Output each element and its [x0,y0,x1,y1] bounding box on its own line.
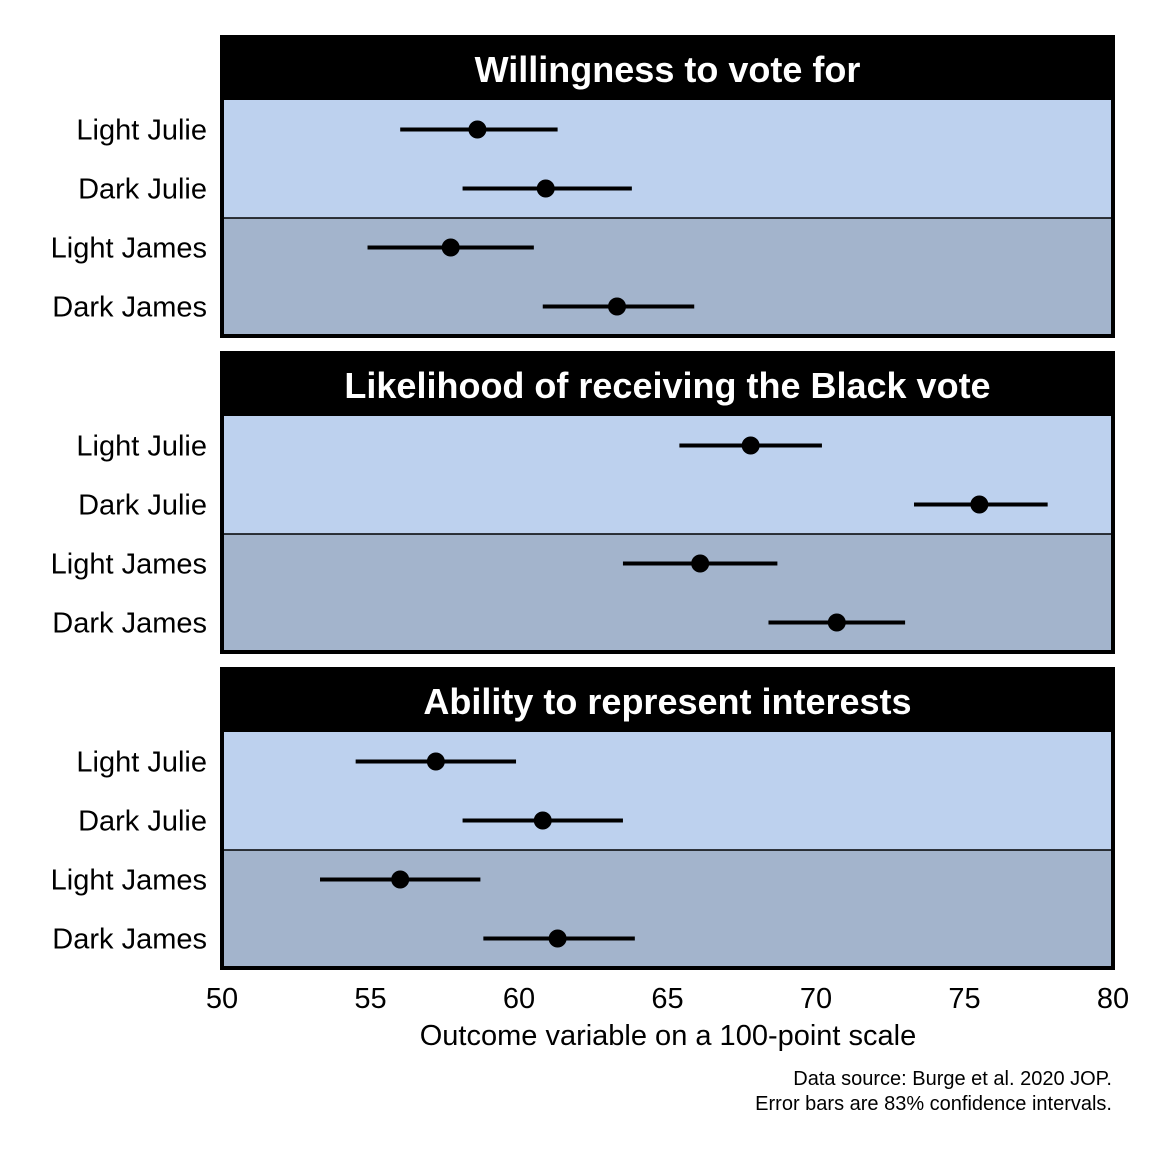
panel-3: Ability to represent interests Light Juli… [51,667,1115,970]
point-estimate [391,870,410,889]
julie-band [222,732,1113,850]
point-estimate [827,613,846,632]
point-estimate [536,179,555,198]
row-label: Dark Julie [78,174,207,206]
panel-border [220,667,1115,970]
panel-title: Likelihood of receiving the Black vote [344,365,990,406]
point-estimate [441,238,460,257]
row-label: Dark Julie [78,490,207,522]
james-band [222,218,1113,336]
row-label: Dark James [52,608,207,640]
x-tick-label: 70 [800,983,832,1015]
point-estimate [970,495,989,514]
julie-band [222,416,1113,534]
data-source-note: Data source: Burge et al. 2020 JOP. [793,1068,1112,1090]
x-tick-label: 50 [206,983,238,1015]
panel-1: Willingness to vote for Light Julie Dark J… [51,35,1115,338]
x-tick-label: 75 [948,983,980,1015]
panels: Willingness to vote for Light Julie Dark J… [51,35,1115,970]
row-label: Light Julie [76,431,207,463]
row-label: Light Julie [76,115,207,147]
point-estimate [426,752,445,771]
x-tick-label: 60 [503,983,535,1015]
point-estimate [608,297,627,316]
point-estimate [468,120,487,139]
panel-border [220,35,1115,338]
panel-header [220,669,1115,732]
row-label: Light James [51,233,207,265]
point-estimate [533,811,552,830]
x-tick-label: 80 [1097,983,1129,1015]
panel-2: Likelihood of receiving the Black vote Li… [51,351,1115,654]
row-label: Light Julie [76,747,207,779]
point-estimate [691,554,710,573]
james-band [222,534,1113,652]
point-estimate [741,436,760,455]
panel-header [220,353,1115,416]
panel-title: Willingness to vote for [475,49,861,90]
row-label: Light James [51,549,207,581]
row-label: Light James [51,865,207,897]
x-axis-title: Outcome variable on a 100-point scale [420,1020,917,1052]
error-bar-note: Error bars are 83% confidence intervals. [755,1093,1112,1115]
point-estimate [548,929,567,948]
james-band [222,850,1113,968]
panel-title: Ability to represent interests [423,681,911,722]
row-label: Dark James [52,924,207,956]
x-tick-label: 65 [651,983,683,1015]
julie-band [222,100,1113,218]
panel-header [220,37,1115,100]
row-label: Dark James [52,292,207,324]
x-tick-label: 55 [354,983,386,1015]
panel-border [220,351,1115,654]
x-axis: 50 55 60 65 70 75 80 [206,983,1129,1015]
row-label: Dark Julie [78,806,207,838]
